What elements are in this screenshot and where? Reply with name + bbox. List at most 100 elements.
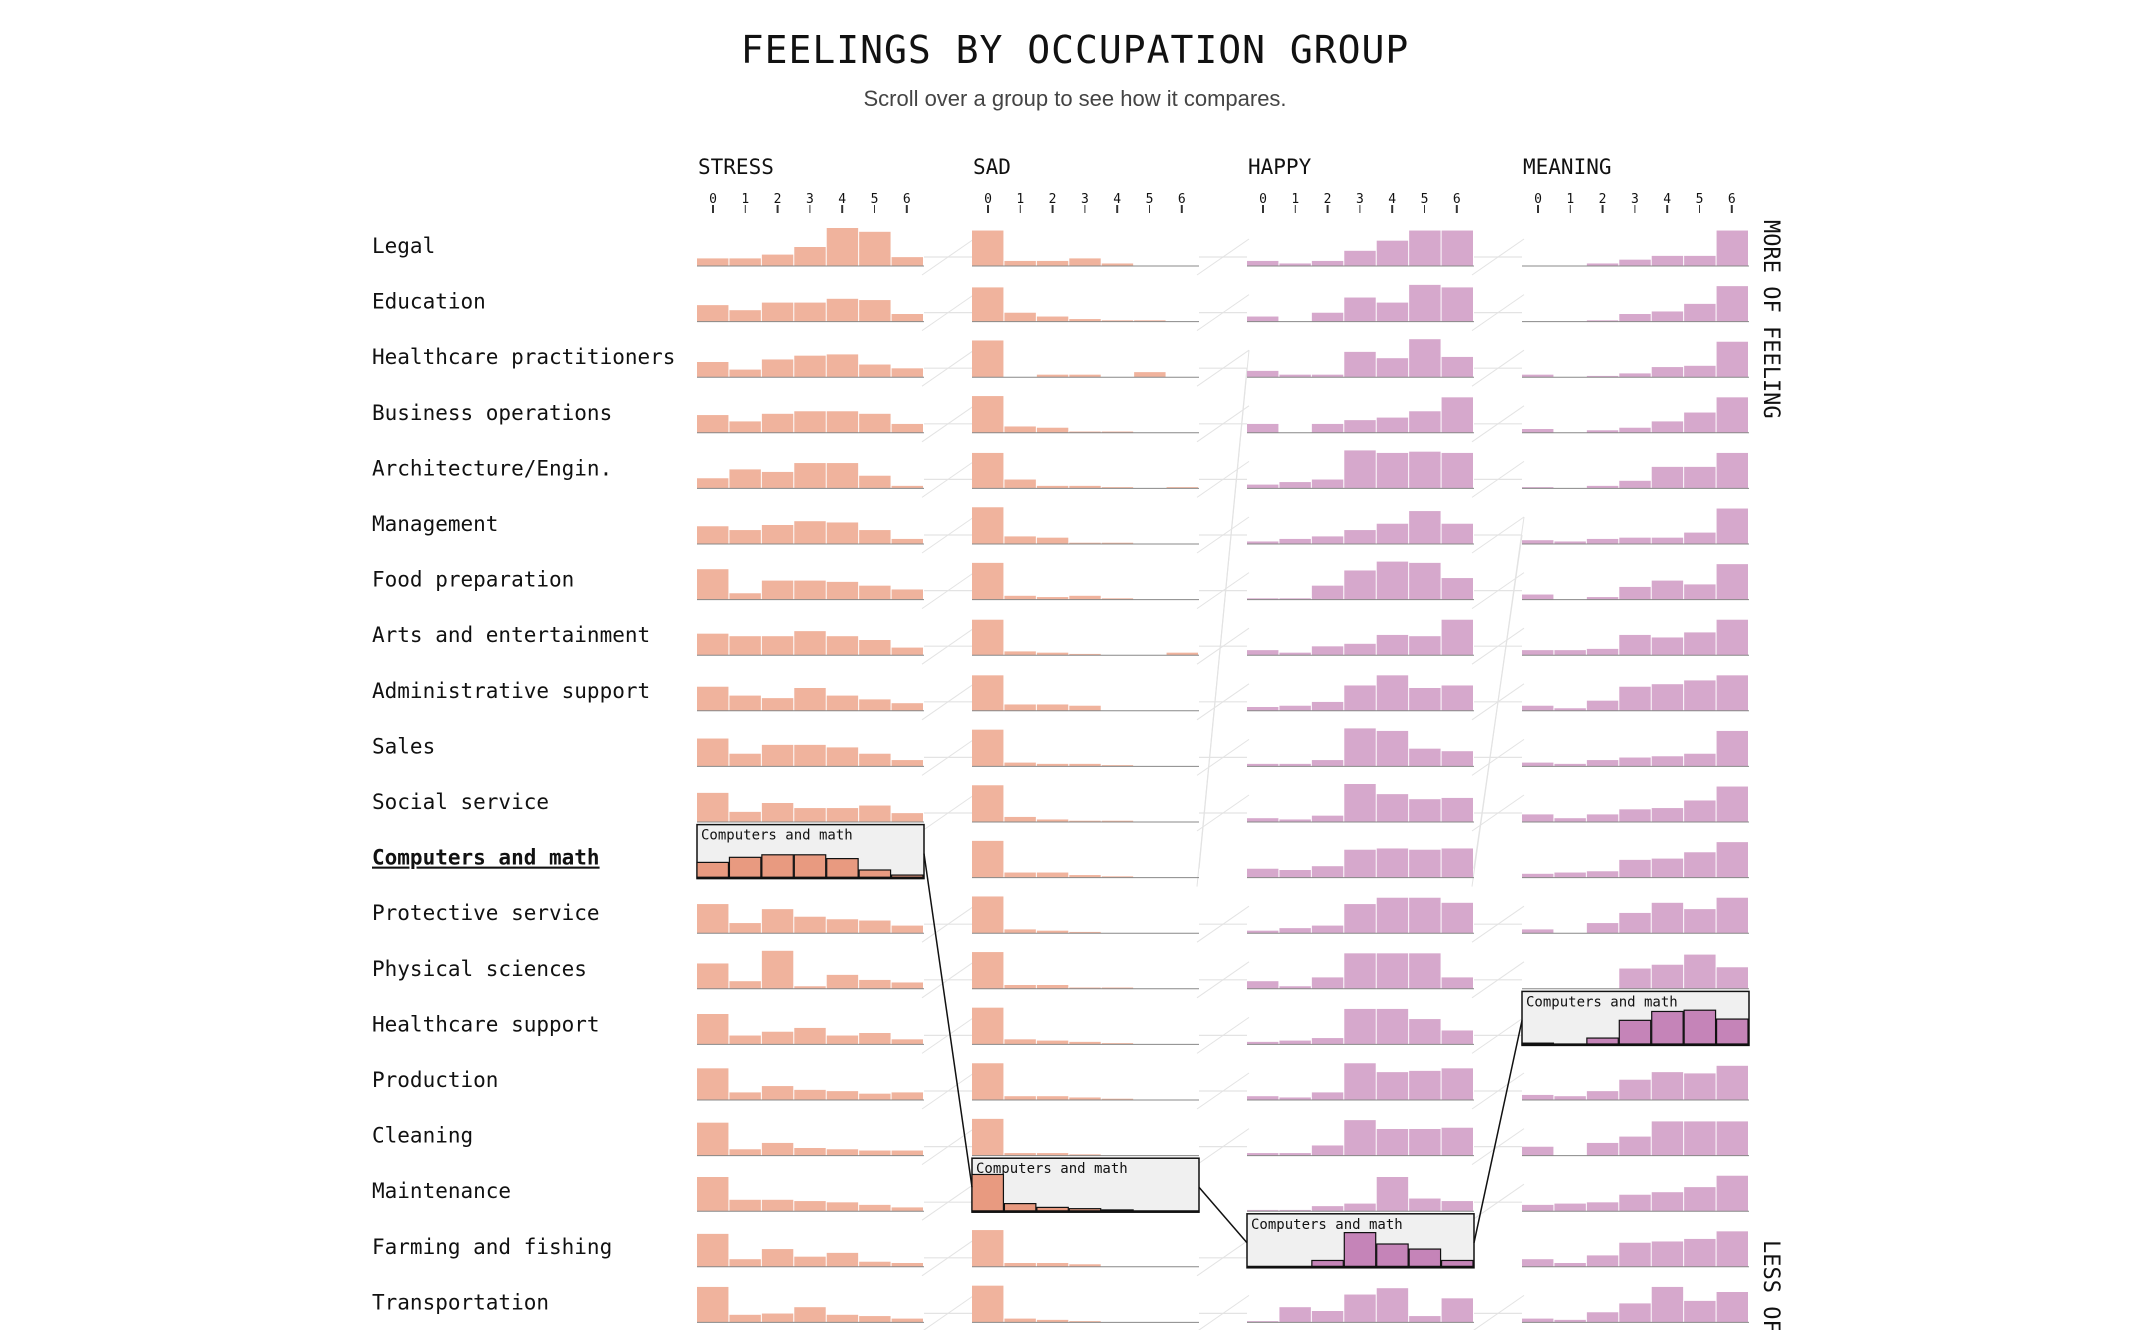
bar-sad-computers-and-math-1 — [1003, 1202, 1037, 1212]
group-label-sales[interactable]: Sales — [372, 734, 435, 758]
bar-stress-education-6 — [891, 314, 923, 322]
bar-sad-social-service-3 — [1069, 820, 1101, 822]
bar-stress-management-2 — [761, 525, 794, 544]
bar-happy-architecture-engin-2 — [1311, 479, 1344, 489]
bar-stress-healthcare-support-4 — [826, 1035, 859, 1045]
connector-line — [1471, 1072, 1525, 1110]
panel-title-stress: STRESS — [698, 155, 774, 179]
bar-happy-computers-and-math-3 — [1343, 1231, 1377, 1268]
bar-meaning-maintenance-1 — [1554, 1203, 1586, 1212]
group-label-business-operations[interactable]: Business operations — [372, 401, 612, 425]
x-tick-label: 0 — [709, 192, 717, 207]
bar-stress-food-preparation-4 — [826, 581, 859, 600]
group-label-healthcare-practitioners[interactable]: Healthcare practitioners — [372, 345, 675, 369]
group-label-education[interactable]: Education — [372, 290, 486, 314]
connector-line — [1196, 738, 1250, 776]
bar-stress-healthcare-practitioners-3 — [794, 355, 826, 378]
bar-stress-food-preparation-1 — [729, 593, 761, 600]
bar-stress-administrative-support-0 — [697, 686, 729, 711]
bar-sad-architecture-engin-6 — [1166, 487, 1198, 489]
bar-happy-arts-and-entertainment-1 — [1279, 652, 1311, 656]
bar-stress-cleaning-1 — [729, 1149, 761, 1156]
bar-happy-sales-4 — [1376, 730, 1409, 767]
panel-title-meaning: MEANING — [1523, 155, 1612, 179]
bar-stress-physical-sciences-1 — [729, 981, 761, 989]
group-label-architecture-engin[interactable]: Architecture/Engin. — [372, 456, 612, 480]
bar-happy-business-operations-4 — [1376, 417, 1409, 433]
bar-happy-architecture-engin-0 — [1247, 484, 1279, 489]
connector-line — [1196, 460, 1250, 498]
bar-happy-healthcare-practitioners-5 — [1409, 339, 1441, 378]
group-label-computers-and-math[interactable]: Computers and math — [372, 846, 600, 870]
group-label-arts-and-entertainment[interactable]: Arts and entertainment — [372, 623, 650, 647]
group-label-production[interactable]: Production — [372, 1068, 498, 1092]
group-label-cleaning[interactable]: Cleaning — [372, 1124, 473, 1148]
bar-sad-food-preparation-1 — [1004, 595, 1036, 600]
bar-happy-social-service-4 — [1376, 794, 1409, 822]
group-label-transportation[interactable]: Transportation — [372, 1290, 549, 1314]
connector-line — [921, 1239, 975, 1277]
bar-meaning-physical-sciences-6 — [1716, 967, 1748, 989]
group-label-farming-and-fishing[interactable]: Farming and fishing — [372, 1235, 612, 1259]
bar-stress-transportation-3 — [794, 1307, 826, 1323]
bar-sad-protective-service-3 — [1069, 931, 1101, 934]
group-label-management[interactable]: Management — [372, 512, 498, 536]
bar-happy-architecture-engin-1 — [1279, 482, 1311, 489]
connector-line — [921, 961, 975, 999]
x-tick-label: 3 — [1081, 192, 1089, 207]
bar-meaning-sales-3 — [1619, 757, 1651, 767]
bar-happy-food-preparation-4 — [1376, 561, 1409, 600]
bar-stress-cleaning-3 — [794, 1148, 826, 1156]
bar-meaning-computers-and-math-6 — [1715, 1018, 1749, 1045]
bar-stress-production-1 — [729, 1092, 761, 1100]
bar-happy-administrative-support-5 — [1409, 688, 1441, 711]
bar-stress-transportation-6 — [891, 1318, 923, 1323]
bar-stress-legal-6 — [891, 257, 923, 266]
bar-happy-transportation-5 — [1409, 1316, 1441, 1323]
bar-sad-management-3 — [1069, 542, 1101, 544]
bar-happy-cleaning-1 — [1279, 1153, 1311, 1156]
connector-line — [921, 1183, 975, 1221]
bar-sad-architecture-engin-4 — [1101, 487, 1134, 489]
x-tick-label: 4 — [838, 192, 846, 207]
bar-meaning-management-0 — [1522, 873, 1554, 878]
group-label-food-preparation[interactable]: Food preparation — [372, 568, 574, 592]
bar-stress-cleaning-5 — [859, 1150, 891, 1156]
bar-meaning-farming-and-fishing-2 — [1586, 1255, 1619, 1267]
bar-stress-production-6 — [891, 1092, 923, 1100]
group-label-administrative-support[interactable]: Administrative support — [372, 679, 650, 703]
bar-meaning-healthcare-practitioners-3 — [1619, 373, 1651, 378]
bar-sad-healthcare-support-2 — [1036, 1040, 1069, 1045]
bar-happy-healthcare-practitioners-2 — [1311, 374, 1344, 378]
bar-stress-food-preparation-2 — [761, 580, 794, 600]
group-label-social-service[interactable]: Social service — [372, 790, 549, 814]
bar-meaning-farming-and-fishing-5 — [1684, 1238, 1716, 1267]
bar-happy-healthcare-practitioners-6 — [1441, 356, 1473, 378]
bar-meaning-transportation-4 — [1651, 1286, 1684, 1323]
bar-meaning-architecture-engin-6 — [1716, 452, 1748, 489]
bar-meaning-healthcare-practitioners-0 — [1522, 374, 1554, 378]
bar-meaning-education-3 — [1619, 314, 1651, 322]
group-label-legal[interactable]: Legal — [372, 234, 435, 258]
bar-happy-physical-sciences-4 — [1376, 953, 1409, 989]
bar-stress-architecture-engin-3 — [794, 463, 826, 489]
bar-meaning-management-0 — [1522, 540, 1554, 544]
bar-sad-arts-and-entertainment-0 — [972, 619, 1004, 656]
bar-meaning-healthcare-practitioners-4 — [1651, 367, 1684, 378]
bar-meaning-production-2 — [1586, 1091, 1619, 1100]
group-label-protective-service[interactable]: Protective service — [372, 901, 600, 925]
bar-sad-business-operations-1 — [1004, 426, 1036, 433]
bar-stress-physical-sciences-3 — [794, 986, 826, 989]
bar-sad-protective-service-1 — [1004, 929, 1036, 934]
bar-sad-farming-and-fishing-0 — [972, 1230, 1004, 1267]
bar-meaning-education-4 — [1651, 311, 1684, 322]
group-label-maintenance[interactable]: Maintenance — [372, 1179, 511, 1203]
connector-line — [921, 405, 975, 443]
bar-happy-healthcare-practitioners-4 — [1376, 358, 1409, 378]
group-label-physical-sciences[interactable]: Physical sciences — [372, 957, 587, 981]
bar-happy-social-service-1 — [1279, 819, 1311, 822]
connector-line — [921, 738, 975, 776]
group-label-healthcare-support[interactable]: Healthcare support — [372, 1012, 600, 1036]
connector-line — [1471, 238, 1525, 276]
